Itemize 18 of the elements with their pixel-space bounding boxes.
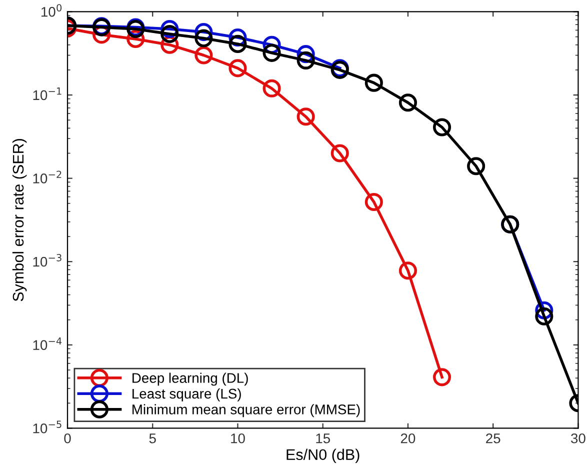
legend-label: Deep learning (DL) (132, 372, 248, 386)
x-tick-label: 5 (149, 434, 156, 444)
y-tick-label: 10$^{−4}$ (33, 337, 62, 350)
x-tick-label: 0 (64, 433, 71, 444)
x-axis-title: Es/N0 (dB) (286, 448, 360, 464)
y-tick-label: 10$^{−5}$ (33, 420, 62, 434)
x-tick-label: 30 (571, 433, 586, 444)
y-tick-label: 10$^{0}$ (41, 4, 62, 17)
y-tick-label: 10$^{−1}$ (33, 88, 62, 100)
y-tick-label: 10$^{−3}$ (33, 254, 62, 267)
legend-label: Minimum mean square error (MMSE) (132, 404, 360, 418)
y-tick-label: 10$^{−2}$ (33, 170, 62, 184)
x-tick-label: 25 (486, 433, 500, 444)
y-axis-title: Symbol error rate (SER) (12, 138, 27, 302)
legend-label: Least square (LS) (132, 388, 241, 402)
x-tick-label: 20 (400, 433, 416, 444)
x-tick-label: 10 (231, 433, 245, 444)
x-tick-label: 15 (316, 434, 330, 444)
